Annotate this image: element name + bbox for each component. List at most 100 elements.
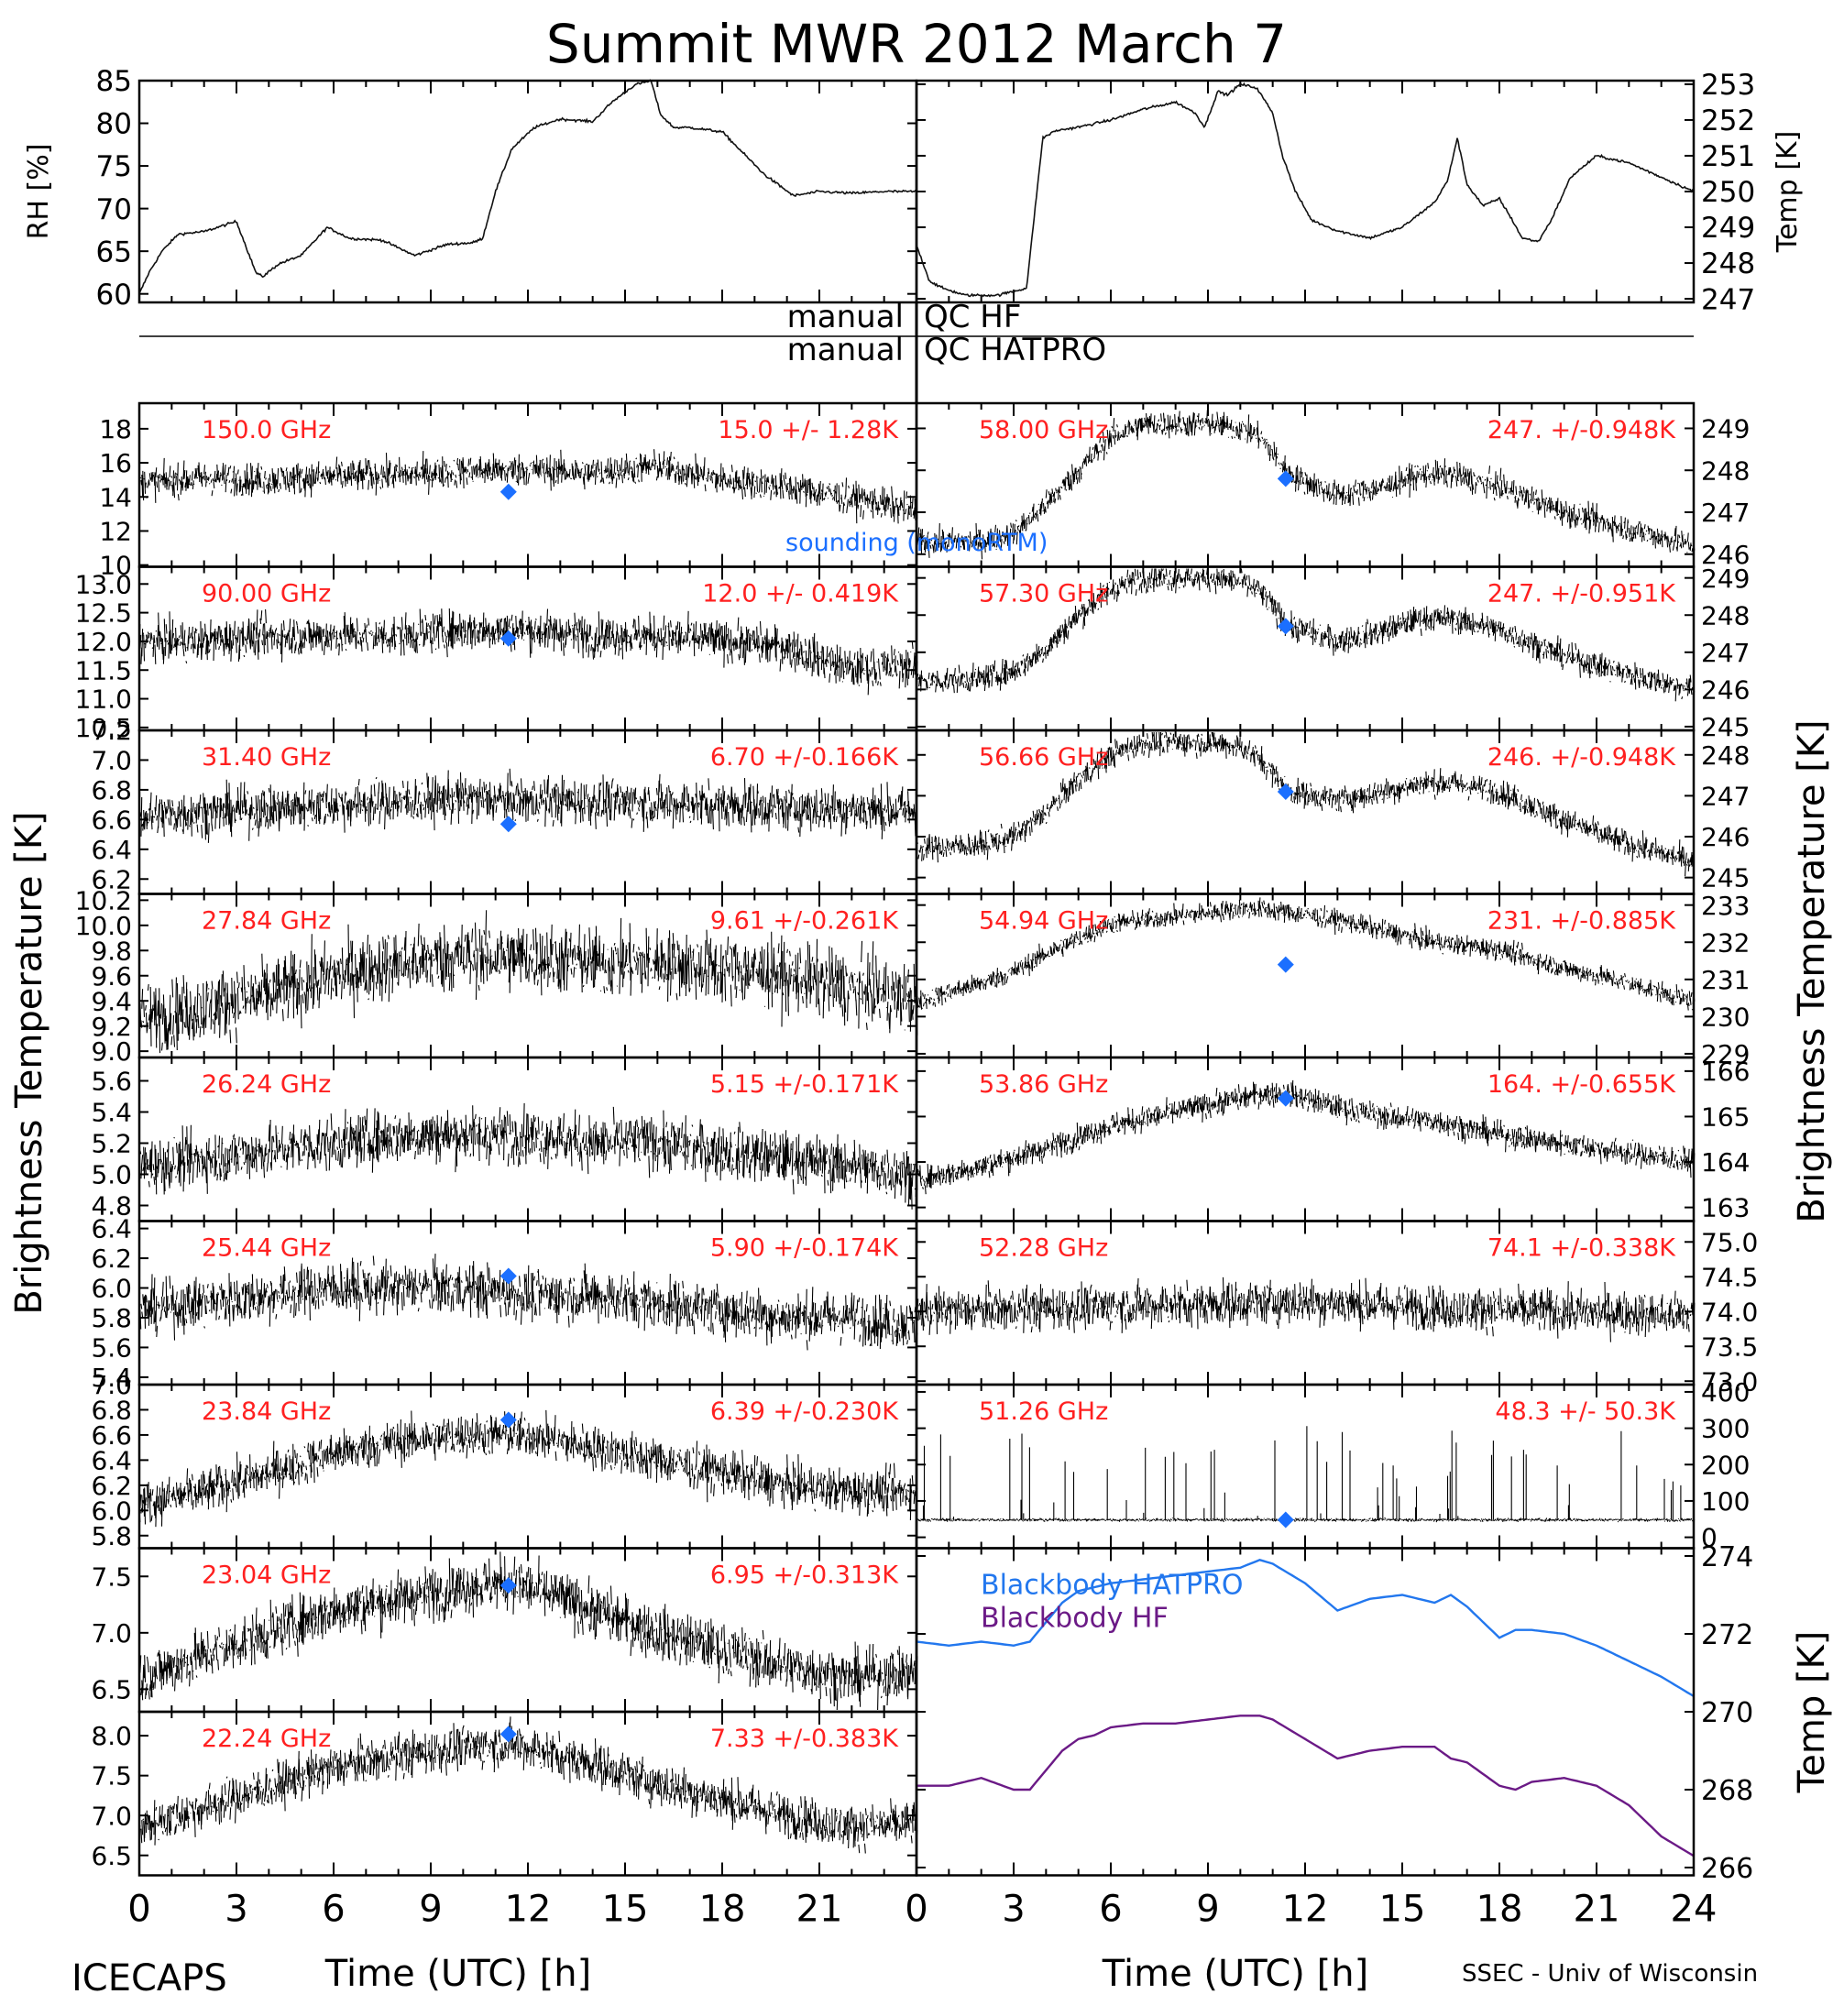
- channel-panel-c2784: 9.09.29.49.69.810.010.2 27.84 GHz 9.61 +/-…: [75, 885, 918, 1067]
- blackbody-frame: [915, 1547, 1696, 1877]
- x-tick-label: 0: [127, 1889, 150, 1931]
- channel-panel-c5126-stat-label: 48.3 +/- 50.3K: [1495, 1397, 1676, 1426]
- channel-panel-c2304: 6.5 7.0 7.5 23.04 GHz 6.95 +/-0.313K: [91, 1548, 918, 1712]
- x-tick-label: 3: [1002, 1889, 1025, 1931]
- channel-panel-c5126-freq-label: 51.26 GHz: [979, 1397, 1108, 1426]
- channel-panel-c2384: 5.86.06.26.46.66.87.0 23.84 GHz 6.39 +/-0.…: [91, 1370, 918, 1551]
- y-tick-label: 6.0: [91, 1274, 132, 1304]
- channel-panel-c2304-sounding-marker: [499, 1577, 517, 1594]
- rh-panel-frame: [137, 79, 918, 304]
- x-tick-label: 15: [602, 1889, 649, 1931]
- channel-panel-c90-freq-label: 90.00 GHz: [202, 580, 331, 608]
- rh-panel-ylabel: RH [%]: [23, 144, 55, 240]
- y-tick-label: 247: [1701, 498, 1750, 528]
- footer-left-label: ICECAPS: [71, 1957, 227, 2000]
- channel-panel-c5228-points: [916, 1276, 1696, 1342]
- y-tick-label: 163: [1701, 1193, 1750, 1223]
- y-tick-label: 245: [1701, 863, 1750, 893]
- y-tick-label: 14: [99, 482, 132, 512]
- channel-panel-c5386: 163 164 165 166 53.86 GHz 164. +/-0.655K: [916, 1057, 1750, 1223]
- y-tick-label: 10: [99, 551, 132, 581]
- channel-panel-c2544-points: [138, 1254, 918, 1351]
- channel-panel-c5666-sounding-marker: [1277, 783, 1294, 800]
- channel-panel-c5666-stat-label: 246. +/-0.948K: [1487, 743, 1676, 772]
- y-tick-label: 6.5: [91, 1841, 132, 1871]
- channel-panel-c58-freq-label: 58.00 GHz: [979, 416, 1108, 444]
- channel-panel-c2624-stat-label: 5.15 +/-0.171K: [710, 1070, 899, 1099]
- channel-panel-c5494: 229 230 231 232 233 54.94 GHz 231. +/-0.885K: [916, 891, 1750, 1069]
- y-tick-label: 247: [1701, 638, 1750, 668]
- channel-panel-c2224: 6.5 7.0 7.5 8.0 22.24 GHz 7.33 +/-0.383K: [91, 1712, 918, 1876]
- y-tick-label: 248: [1701, 455, 1750, 486]
- y-tick-label: 166: [1701, 1057, 1750, 1087]
- rh-panel: 60 65 70 75 80 85 RH [%]: [23, 65, 917, 312]
- channel-panel-c5666: 245 246 247 248 56.66 GHz 246. +/-0.948K: [916, 730, 1750, 894]
- y-tick-label: 272: [1701, 1619, 1753, 1651]
- y-tick-label: 5.8: [91, 1303, 132, 1333]
- x-tick-label: 15: [1379, 1889, 1426, 1931]
- y-tick-label: 229: [1701, 1039, 1750, 1069]
- right-y-axis-label: Brightness Temperature [K]: [1791, 719, 1833, 1222]
- channel-panel-c573: 245 246 247 248 249 57.30 GHz 247. +/-0.951K: [916, 564, 1750, 742]
- x-tick-label: 12: [1282, 1889, 1329, 1931]
- channel-panel-c5126: 0 100 200 300 400 51.26 GHz 48.3 +/- 50.3K: [916, 1377, 1750, 1553]
- blackbody-panel: 266 268 270 272 274 Blackbody HATPROBlackbody…: [916, 1541, 1833, 1885]
- temp-panel-line: [916, 82, 1695, 298]
- y-tick-label: 268: [1701, 1775, 1753, 1807]
- y-tick-label: 5.2: [91, 1129, 132, 1159]
- channel-panel-c5228-stat-label: 74.1 +/-0.338K: [1487, 1234, 1676, 1263]
- channel-panel-c58: 246 247 248 249 58.00 GHz 247. +/-0.948K: [916, 403, 1750, 570]
- qc-hf-left-label: manual: [787, 299, 904, 335]
- y-tick-label: 247: [1701, 781, 1750, 811]
- channel-panel-c2304-freq-label: 23.04 GHz: [202, 1561, 331, 1590]
- y-tick-label: 80: [96, 108, 132, 141]
- channel-panel-c314-sounding-marker: [499, 816, 517, 833]
- y-tick-label: 9.0: [91, 1036, 132, 1067]
- y-tick-label: 5.8: [91, 1521, 132, 1551]
- y-tick-label: 9.8: [91, 936, 132, 966]
- y-tick-label: 7.0: [91, 746, 132, 776]
- y-tick-label: 12.5: [75, 598, 132, 629]
- blackbody-series-line: [916, 1559, 1695, 1698]
- channel-panel-c5228-freq-label: 52.28 GHz: [979, 1234, 1108, 1263]
- figure-title: Summit MWR 2012 March 7: [546, 13, 1287, 75]
- channel-panel-c150-stat-label: 15.0 +/- 1.28K: [718, 416, 899, 444]
- y-tick-label: 5.0: [91, 1160, 132, 1190]
- channel-panel-c90-stat-label: 12.0 +/- 0.419K: [702, 580, 899, 608]
- y-tick-label: 18: [99, 414, 132, 444]
- y-tick-label: 247: [1701, 283, 1755, 316]
- y-tick-label: 300: [1701, 1414, 1750, 1444]
- channel-panel-c2544-sounding-marker: [499, 1267, 517, 1285]
- y-tick-label: 6.6: [91, 1420, 132, 1451]
- channel-panel-c314-stat-label: 6.70 +/-0.166K: [710, 743, 899, 772]
- y-tick-label: 5.4: [91, 1363, 132, 1393]
- x-tick-label: 18: [699, 1889, 746, 1931]
- y-tick-label: 5.6: [91, 1067, 132, 1097]
- y-tick-label: 12.0: [75, 627, 132, 657]
- blackbody-ylabel: Temp [K]: [1791, 1631, 1833, 1794]
- channel-panel-c2544: 5.45.65.86.06.26.4 25.44 GHz 5.90 +/-0.174…: [91, 1214, 918, 1393]
- y-tick-label: 75.0: [1701, 1227, 1758, 1257]
- y-tick-label: 5.4: [91, 1098, 132, 1128]
- y-tick-label: 233: [1701, 891, 1750, 921]
- channel-panel-c314-freq-label: 31.40 GHz: [202, 743, 331, 772]
- channel-panel-c150-freq-label: 150.0 GHz: [202, 416, 331, 444]
- y-tick-label: 7.0: [91, 1370, 132, 1400]
- channel-panel-c5386-stat-label: 164. +/-0.655K: [1487, 1070, 1676, 1099]
- y-tick-label: 6.2: [91, 864, 132, 894]
- y-tick-label: 252: [1701, 104, 1755, 137]
- y-tick-label: 249: [1701, 414, 1750, 444]
- y-tick-label: 7.5: [91, 1761, 132, 1791]
- rh-panel-line: [138, 79, 917, 294]
- y-tick-label: 5.6: [91, 1333, 132, 1364]
- y-tick-label: 13.0: [75, 569, 132, 599]
- y-tick-label: 6.8: [91, 1396, 132, 1426]
- y-tick-label: 100: [1701, 1486, 1750, 1517]
- y-tick-label: 60: [96, 279, 132, 312]
- y-tick-label: 6.4: [91, 835, 132, 865]
- y-tick-label: 266: [1701, 1853, 1753, 1885]
- channel-panel-c90: 10.511.011.512.012.513.0 90.00 GHz 12.0 +/…: [75, 566, 918, 743]
